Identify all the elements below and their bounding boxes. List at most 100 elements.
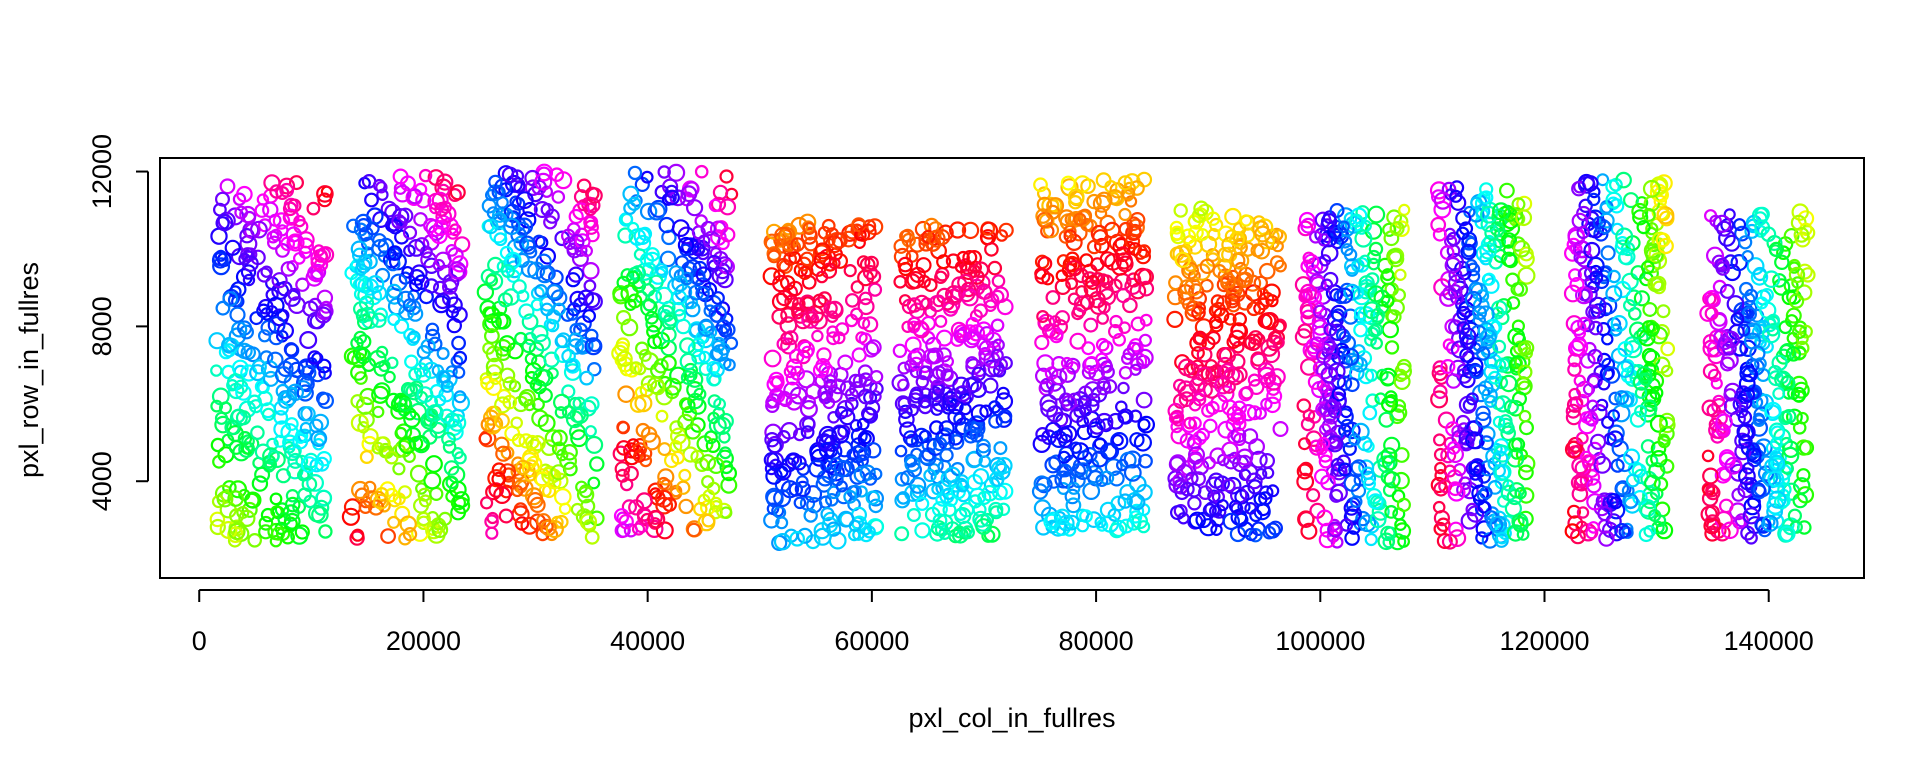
data-point [859,432,872,445]
data-point [858,291,873,306]
data-point [1734,513,1749,528]
data-point [1067,481,1081,495]
data-point [355,396,375,415]
data-point [1077,385,1094,401]
data-point [1077,395,1092,410]
data-point [815,270,829,284]
data-point [894,444,908,458]
data-point [300,364,317,381]
data-point [1767,470,1785,488]
data-point [1075,519,1090,533]
data-point [1033,499,1052,517]
data-point [515,217,534,235]
data-point [366,275,385,294]
data-point [476,283,495,301]
data-point [965,358,983,376]
data-point [443,460,460,476]
data-point [271,272,288,289]
data-point [485,189,498,202]
data-point [776,429,791,444]
data-point [350,413,369,432]
data-point [1792,492,1808,509]
data-point [519,235,536,252]
data-point [1459,372,1476,389]
data-point [1180,228,1197,245]
data-point [513,235,530,252]
data-point [1248,379,1265,396]
data-point [1502,479,1515,492]
data-point [621,499,638,515]
data-point [226,373,245,391]
data-point [265,288,279,302]
data-point [499,245,514,260]
data-point [1216,499,1229,512]
data-point [1224,293,1240,309]
data-point [1305,488,1321,503]
data-point [260,319,277,336]
data-point [948,221,967,239]
data-point [1511,319,1526,333]
data-point [485,345,503,363]
data-point [1492,339,1507,354]
data-point [350,364,367,381]
data-point [898,411,915,428]
data-point [520,260,539,278]
data-point [1094,516,1107,529]
data-point [919,387,933,401]
data-point [622,185,640,203]
data-point [317,392,334,409]
data-point [909,484,928,502]
data-point [678,498,694,515]
data-point [909,356,924,372]
data-point [1371,502,1390,521]
data-point [1054,508,1071,525]
data-point [1640,439,1656,454]
data-point [861,407,878,423]
data-point [1300,217,1317,234]
data-point [1517,487,1535,504]
data-point [637,226,653,241]
data-point [929,525,946,542]
data-point [1210,294,1225,309]
data-point [436,347,450,361]
data-point [818,442,836,459]
data-point [298,376,315,393]
data-point [570,502,585,517]
data-point [360,306,376,322]
data-point [1478,435,1494,451]
data-point [307,350,322,365]
data-point [834,406,849,420]
data-point [269,184,284,199]
data-point [386,356,399,369]
data-point [1362,405,1378,421]
data-point [615,337,631,352]
data-point [1475,346,1491,361]
data-point [501,166,519,184]
data-point [249,311,264,326]
data-point [1481,387,1498,404]
data-point [1432,227,1447,242]
data-point [257,390,273,407]
data-point [1659,416,1676,434]
data-point [1328,323,1347,341]
data-point [286,233,305,252]
data-point [1448,521,1464,538]
data-point [1135,391,1153,409]
data-point [812,293,827,309]
y-tick-label: 4000 [87,451,117,511]
data-point [1203,418,1218,434]
data-point [1440,359,1456,375]
data-point [934,314,948,328]
data-point [446,317,462,334]
data-point [675,318,692,335]
data-point [1234,237,1247,250]
data-point [1067,188,1085,206]
data-point [1479,329,1497,347]
data-point [1354,229,1373,248]
data-point [1208,304,1223,318]
data-point [1137,268,1154,285]
data-point [1033,177,1048,193]
data-point [1449,194,1467,211]
data-point [829,457,844,472]
data-point [1510,236,1526,252]
